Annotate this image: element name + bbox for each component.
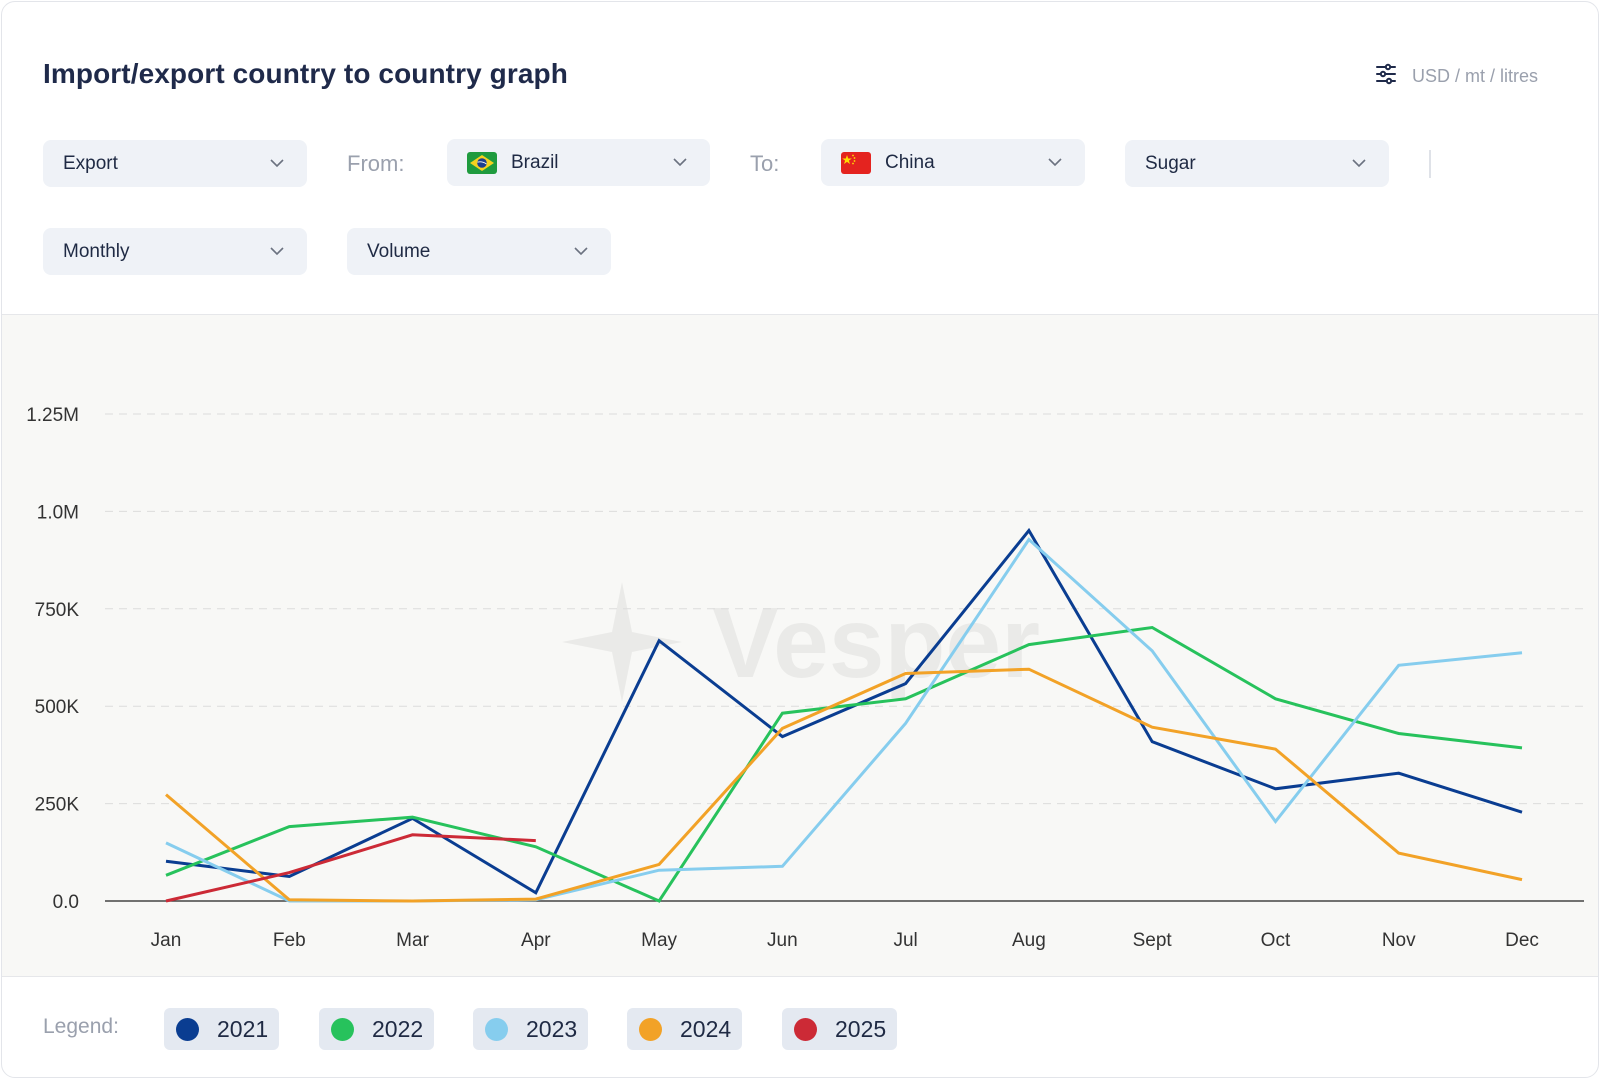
measure-select[interactable]: Volume: [347, 228, 611, 275]
chevron-down-icon: [270, 247, 284, 256]
from-country-value: Brazil: [511, 151, 559, 173]
x-tick-label: Aug: [1012, 930, 1046, 951]
legend-item-2024[interactable]: 2024: [627, 1008, 742, 1050]
legend-dot-icon: [794, 1017, 817, 1041]
chart-area: [2, 314, 1598, 977]
sliders-icon[interactable]: [1374, 62, 1398, 91]
chevron-down-icon: [270, 159, 284, 168]
y-tick-label: 0.0: [53, 892, 79, 913]
x-tick-label: Sept: [1133, 930, 1173, 951]
china-flag-icon: [841, 151, 871, 174]
legend-item-2025[interactable]: 2025: [782, 1008, 897, 1050]
legend-item-label: 2025: [835, 1015, 887, 1042]
chevron-down-icon: [1048, 158, 1062, 167]
legend-item-2023[interactable]: 2023: [473, 1008, 588, 1050]
legend-item-label: 2024: [680, 1015, 732, 1042]
chevron-down-icon: [1352, 159, 1366, 168]
legend-label: Legend:: [43, 1015, 119, 1038]
to-country-value: China: [885, 151, 935, 173]
from-label: From:: [347, 151, 405, 176]
series-line-2025[interactable]: [165, 833, 536, 903]
x-tick-label: Mar: [396, 930, 429, 951]
chevron-down-icon: [673, 158, 687, 167]
legend-item-label: 2021: [217, 1015, 269, 1042]
period-select[interactable]: Monthly: [43, 228, 307, 275]
to-country-select[interactable]: China: [821, 139, 1085, 186]
brazil-flag-icon: [467, 151, 497, 174]
to-label: To:: [750, 151, 780, 176]
y-tick-label: 250K: [35, 795, 80, 816]
legend-dot-icon: [331, 1017, 354, 1041]
legend-item-2021[interactable]: 2021: [164, 1008, 279, 1050]
units-label: USD / mt / litres: [1411, 66, 1538, 86]
x-tick-label: Apr: [521, 930, 551, 951]
commodity-select[interactable]: Sugar: [1125, 140, 1389, 187]
series-line-2024[interactable]: [165, 667, 1523, 903]
chevron-down-icon: [574, 247, 588, 256]
x-tick-label: Nov: [1382, 930, 1416, 951]
x-tick-label: Oct: [1261, 930, 1291, 951]
x-tick-label: Dec: [1505, 930, 1539, 951]
series-line-2021[interactable]: [165, 527, 1523, 895]
legend-dot-icon: [176, 1017, 199, 1041]
commodity-select-value: Sugar: [1145, 152, 1196, 174]
page-title: Import/export country to country graph: [43, 58, 568, 89]
flow-select-value: Export: [63, 152, 118, 174]
x-tick-label: Jun: [767, 930, 798, 951]
series-line-2022[interactable]: [165, 625, 1523, 903]
x-tick-label: Jan: [151, 930, 182, 951]
units-toggle[interactable]: USD / mt / litres: [1374, 62, 1538, 91]
y-tick-label: 750K: [35, 600, 80, 621]
legend-item-label: 2023: [526, 1015, 578, 1042]
flow-select[interactable]: Export: [43, 140, 307, 187]
y-tick-label: 1.0M: [37, 502, 79, 523]
x-tick-label: May: [641, 930, 677, 951]
from-country-select[interactable]: Brazil: [447, 139, 710, 186]
x-tick-label: Jul: [893, 930, 917, 951]
legend-item-2022[interactable]: 2022: [319, 1008, 434, 1050]
y-tick-label: 1.25M: [26, 405, 79, 426]
period-select-value: Monthly: [63, 240, 130, 262]
toolbar-divider: [1429, 150, 1431, 178]
y-tick-label: 500K: [35, 697, 80, 718]
legend-item-label: 2022: [372, 1015, 424, 1042]
legend-dot-icon: [639, 1017, 662, 1041]
measure-select-value: Volume: [367, 240, 431, 262]
x-tick-label: Feb: [273, 930, 306, 951]
legend-dot-icon: [485, 1017, 508, 1041]
